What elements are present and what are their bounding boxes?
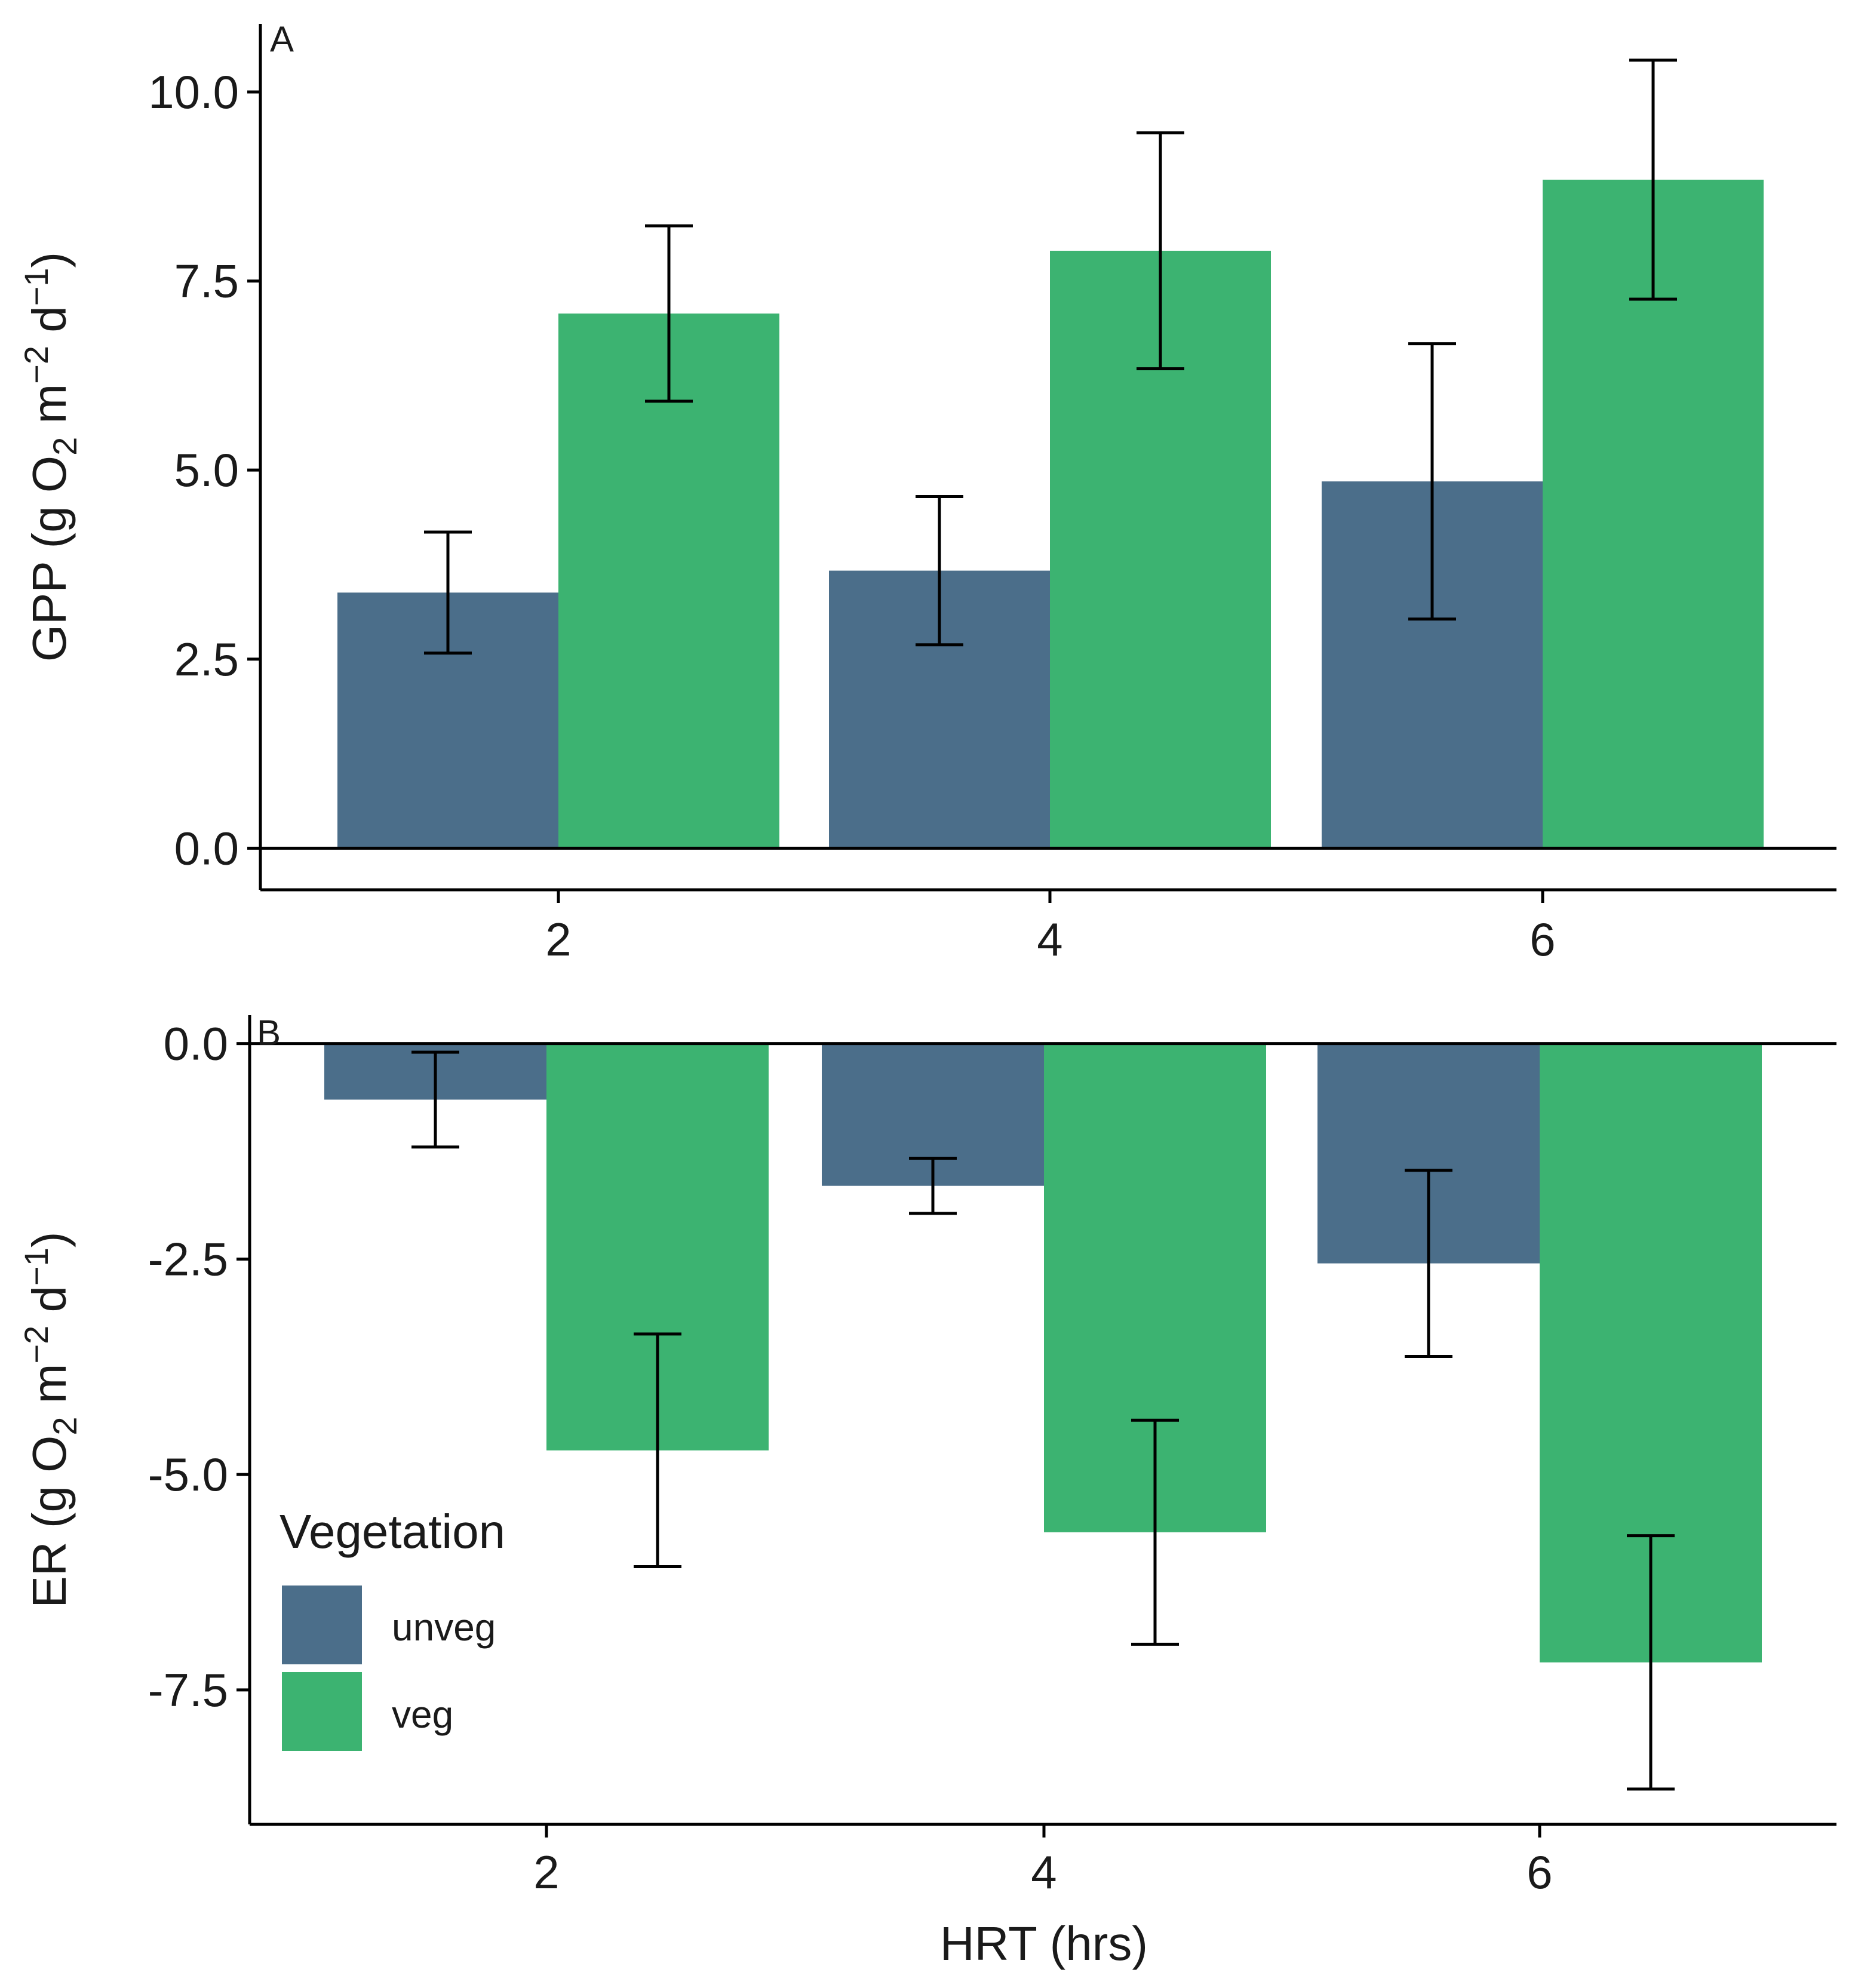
x-tick-label: 2 (545, 913, 571, 966)
y-axis-title: ER (g O2 m−2 d−1) (17, 1231, 84, 1608)
x-tick-label: 6 (1529, 913, 1555, 966)
errorbar-unveg-2 (411, 1050, 459, 1149)
legend-label-veg: veg (392, 1693, 453, 1736)
y-tick-label: -7.5 (148, 1664, 228, 1716)
legend-label-unveg: unveg (392, 1606, 496, 1649)
y-tick-label: 5.0 (174, 444, 239, 496)
y-axis-title-part: ) (23, 252, 76, 268)
legend-title: Vegetation (280, 1505, 505, 1558)
y-axis-title-part: −1 (17, 268, 55, 306)
y-axis-title-part: ER (g O (23, 1436, 76, 1608)
y-tick-label: -5.0 (148, 1448, 228, 1501)
legend-swatch-veg (282, 1672, 362, 1751)
y-axis-title-part: 2 (46, 1417, 84, 1435)
x-axis-title: HRT (hrs) (940, 1917, 1148, 1970)
panel-tag: B (257, 1013, 281, 1053)
legend-swatch-unveg (282, 1586, 362, 1664)
y-axis-title-part: m (23, 384, 76, 437)
y-axis-title-part: −1 (17, 1248, 55, 1286)
y-axis-title-part: d (23, 306, 76, 346)
x-tick-label: 4 (1037, 913, 1062, 966)
y-tick-label: 7.5 (174, 255, 239, 308)
y-axis-title-part: −2 (17, 1326, 55, 1364)
y-axis-title-part: d (23, 1286, 76, 1326)
y-axis-title: GPP (g O2 m−2 d−1) (17, 252, 84, 662)
errorbar-unveg-6 (1405, 1169, 1452, 1358)
errorbar-unveg-2 (424, 530, 472, 655)
y-tick-label: -2.5 (148, 1233, 228, 1285)
x-tick-label: 6 (1527, 1846, 1552, 1898)
panel-tag: A (270, 19, 294, 59)
errorbar-veg-6 (1627, 1534, 1675, 1791)
y-tick-label: 0.0 (164, 1018, 228, 1070)
errorbar-veg-2 (645, 224, 693, 403)
y-axis-title-part: 2 (46, 437, 84, 456)
errorbar-unveg-4 (916, 494, 963, 647)
errorbar-unveg-4 (909, 1157, 957, 1215)
legend: Vegetation unveg veg (280, 1505, 505, 1751)
errorbar-veg-6 (1629, 59, 1677, 301)
errorbar-veg-2 (634, 1332, 681, 1569)
y-axis-title-part: m (23, 1364, 76, 1417)
y-axis-title-part: GPP (g O (23, 456, 76, 662)
x-tick-label: 4 (1031, 1846, 1056, 1898)
x-tick-label: 2 (533, 1846, 559, 1898)
errorbar-unveg-6 (1408, 342, 1456, 621)
errorbar-veg-4 (1131, 1418, 1179, 1646)
y-axis-title-part: ) (23, 1231, 76, 1248)
y-tick-label: 2.5 (174, 633, 239, 686)
y-tick-label: 10.0 (148, 66, 239, 118)
y-tick-label: 0.0 (174, 822, 239, 874)
y-axis-title-part: −2 (17, 346, 55, 384)
errorbar-veg-4 (1137, 131, 1184, 370)
